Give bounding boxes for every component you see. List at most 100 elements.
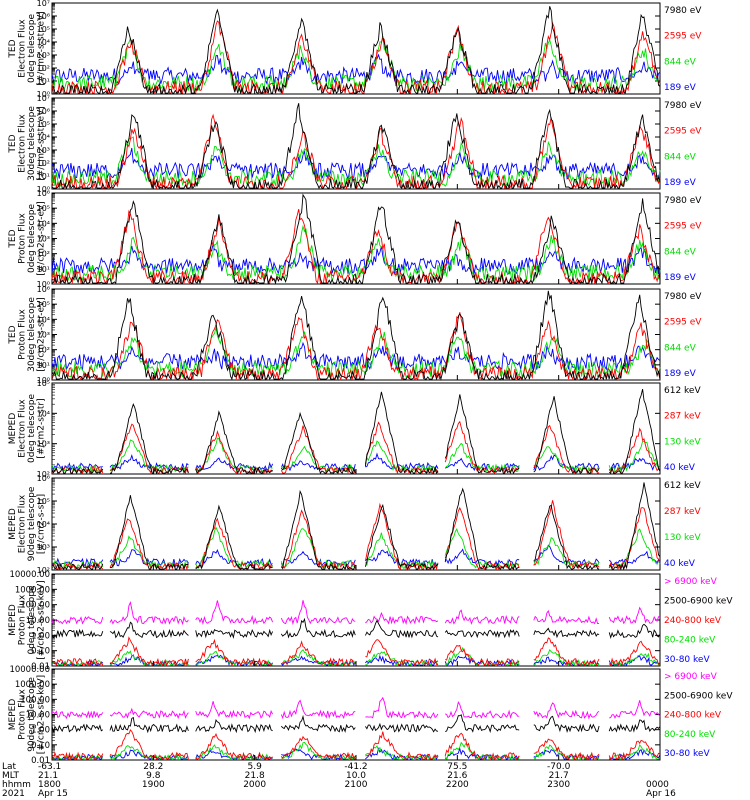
time-axis-date: Apr 15 [38, 789, 68, 799]
y-tick-label: 10² [37, 64, 50, 73]
legend-entry: 612 keV [664, 481, 701, 491]
time-axis-hhmm: 2100 [345, 780, 368, 790]
y-axis-label: TED Electron Flux 30deg telescope [#/cm2-s-… [8, 106, 47, 181]
y-tick-label: 10000.00 [9, 665, 50, 675]
legend-entry: 2595 eV [664, 318, 702, 328]
time-axis-hhmm: 0000 [646, 780, 669, 790]
series-line [51, 341, 661, 372]
panel-2: 10⁰ 10¹ 10² 10³ 10⁴ 10⁵ 10⁶ 10⁷ TED Electron Flux… [8, 94, 702, 194]
y-tick-label: 10¹ [37, 265, 50, 274]
y-axis-label: TED Electron Flux 0deg telescope [#/cm2-s-s… [8, 11, 47, 86]
legend-entry: 2595 eV [664, 32, 702, 42]
legend-entry: 80-240 keV [664, 730, 716, 740]
y-tick-label: 10⁵ [37, 300, 50, 309]
time-axis-mlt: 21.7 [549, 771, 569, 781]
y-axis-label-line: [#/cm2-s-str-keV] [37, 675, 47, 754]
y-axis-label: MEPED Proton Flux 0deg telescope [#/cm2-s-s… [8, 580, 47, 659]
series-line [51, 53, 661, 86]
y-tick-label: 10² [37, 159, 50, 168]
y-tick-label: 0.10 [31, 741, 50, 751]
y-axis-label-line: Electron Flux [18, 494, 28, 553]
legend-entry: 80-240 keV [664, 636, 716, 646]
panel-1: 10⁰ 10¹ 10² 10³ 10⁴ 10⁵ 10⁶ 10⁷ TED Electron Flux… [8, 0, 702, 99]
y-tick-label: 100.00 [20, 601, 50, 611]
y-tick-label: 100.00 [20, 695, 50, 705]
y-axis-label-line: Proton Flux [18, 213, 28, 264]
y-axis-label-line: [#/cm2-s-str] [37, 398, 47, 458]
legend-entry: 240-800 keV [664, 616, 722, 626]
legend-entry: > 6900 keV [664, 577, 718, 587]
y-axis-label-line: [#/cm2-s-str-keV] [37, 580, 47, 659]
series-line [51, 208, 661, 285]
y-tick-label: 1.00 [31, 631, 50, 641]
y-tick-label: 10² [37, 470, 50, 479]
time-axis-mlt: 21.6 [447, 771, 467, 781]
legend-entry: 130 keV [664, 533, 701, 543]
legend-entry: 189 eV [664, 178, 697, 188]
y-tick-label: 10¹ [37, 77, 50, 86]
y-tick-label: 10⁵ [37, 379, 50, 388]
legend-entry: 287 keV [664, 412, 701, 422]
y-axis-label-line: [#/cm2-s-str-eV] [37, 201, 47, 276]
legend-entry: 40 keV [664, 463, 696, 473]
y-tick-label: 0.10 [31, 647, 50, 657]
series-line [51, 696, 661, 720]
panel-6: 10² 10³ 10⁴ 10⁵ 10⁶ MEPED Electron Flux 90deg t… [8, 474, 701, 575]
y-axis-label-line: 0deg telescope [27, 204, 37, 274]
legend-entry: > 6900 keV [664, 672, 718, 682]
y-axis-label-line: Electron Flux [18, 399, 28, 458]
series-line [51, 500, 661, 571]
time-axis-mlt: 9.8 [146, 771, 161, 781]
legend-entry: 30-80 keV [664, 749, 710, 759]
y-tick-label: 10⁴ [37, 133, 50, 142]
y-tick-label: 10³ [37, 543, 50, 552]
legend-entry: 7980 eV [664, 101, 702, 111]
time-axis-row-label: MLT [2, 771, 20, 781]
legend-entry: 30-80 keV [664, 655, 710, 665]
y-axis-label: TED Proton Flux 30deg telescope [#/cm2-s-st… [8, 297, 47, 372]
y-axis-label-line: [#/cm2-s-str-eV] [37, 297, 47, 372]
y-axis-label-line: 30deg telescope [27, 106, 37, 181]
y-tick-label: 10⁰ [37, 280, 50, 289]
series-line [51, 482, 661, 571]
y-tick-label: 10³ [37, 440, 50, 449]
y-tick-label: 10⁷ [37, 94, 50, 103]
y-axis-label-line: TED [8, 39, 18, 58]
y-tick-label: 10³ [37, 146, 50, 155]
time-axis-lat: 5.9 [248, 762, 263, 772]
y-axis-label-line: 0deg telescope [27, 394, 37, 464]
panel-frame [51, 668, 661, 761]
y-axis-label-line: Electron Flux [18, 114, 28, 173]
time-axis-hhmm: 2300 [547, 780, 570, 790]
time-axis-hhmm: 1900 [142, 780, 165, 790]
legend-entry: 130 keV [664, 437, 701, 447]
legend-entry: 287 keV [664, 507, 701, 517]
series-line [51, 600, 661, 626]
y-axis-label-line: TED [8, 325, 18, 344]
legend-entry: 189 eV [664, 273, 697, 283]
y-tick-label: 10⁵ [37, 497, 50, 506]
series-line [51, 636, 661, 667]
legend-entry: 189 eV [664, 83, 697, 93]
time-axis-mlt: 10.0 [346, 771, 366, 781]
y-tick-label: 1000.00 [15, 680, 50, 690]
time-axis-row-label: Lat [2, 762, 17, 772]
y-tick-label: 10⁶ [37, 474, 50, 483]
y-tick-label: 10² [37, 250, 50, 259]
y-tick-label: 10⁴ [37, 38, 50, 47]
y-tick-label: 10³ [37, 331, 50, 340]
series-line [51, 729, 661, 761]
y-tick-label: 10⁶ [37, 285, 50, 294]
y-axis-label-line: 0deg telescope [27, 14, 37, 84]
y-tick-label: 10⁰ [37, 376, 50, 385]
legend-entry: 612 keV [664, 386, 701, 396]
y-axis-label: MEPED Electron Flux 0deg telescope [#/cm2-s… [8, 394, 47, 464]
y-axis-label-line: MEPED [8, 508, 18, 540]
y-tick-label: 0.01 [31, 756, 50, 766]
legend-entry: 2595 eV [664, 127, 702, 137]
legend-entry: 7980 eV [664, 292, 702, 302]
y-tick-label: 10.00 [26, 711, 50, 721]
y-tick-label: 10⁶ [37, 12, 50, 21]
legend-entry: 844 eV [664, 343, 697, 353]
